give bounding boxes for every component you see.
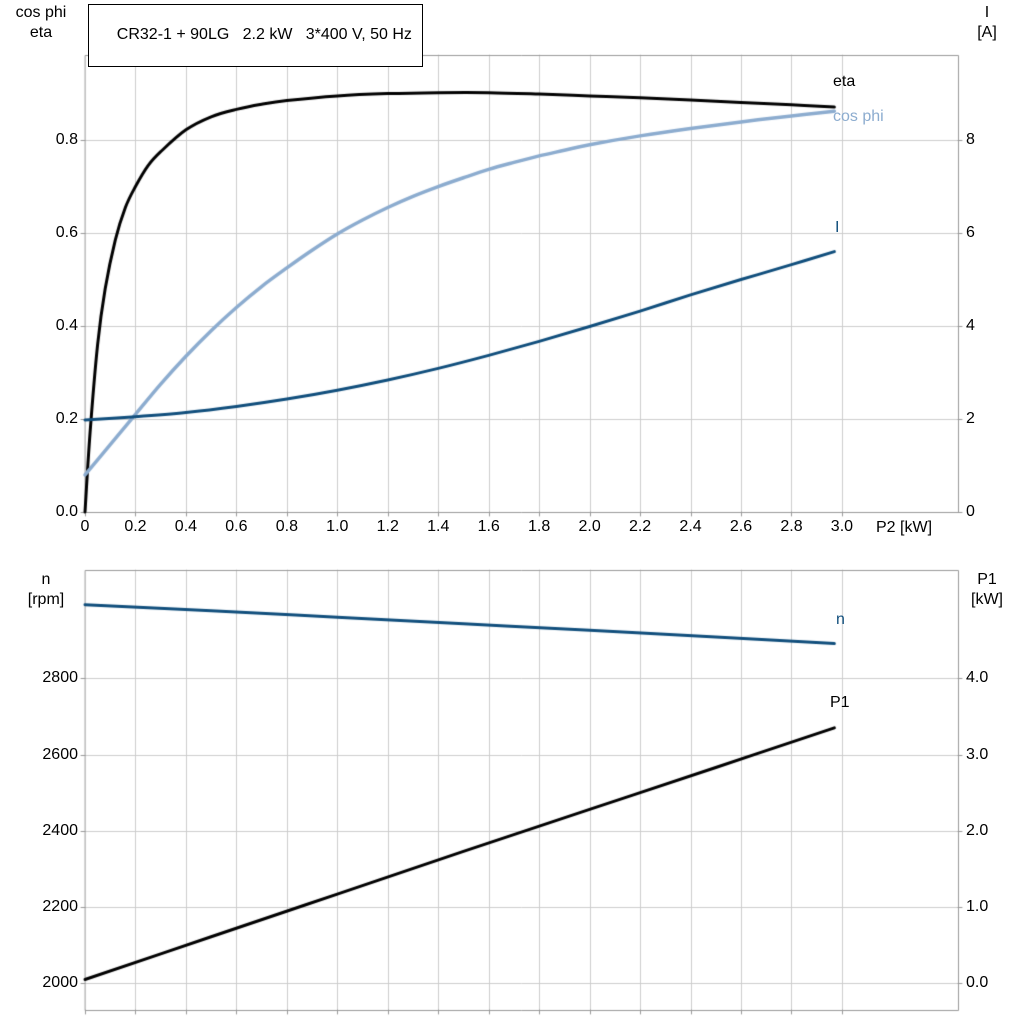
top-right-axis-title: I [A] [958, 3, 1016, 43]
right-tick-label: 6 [966, 224, 975, 242]
x-axis-title: P2 [kW] [876, 519, 933, 536]
x-tick-label: 1.0 [326, 518, 349, 535]
x-tick-label: 0.2 [124, 518, 147, 535]
bottom-left-axis-title: n [rpm] [12, 570, 80, 610]
top-right-axis-title-line2: [A] [977, 24, 997, 41]
bottom-right-axis-title-line2: [kW] [971, 591, 1003, 608]
left-tick-label: 0.2 [55, 410, 78, 428]
x-tick-label: 2.8 [780, 518, 803, 535]
current-curve-label: I [835, 219, 840, 236]
left-tick-label: 2600 [42, 745, 78, 763]
x-tick-label: 1.2 [376, 518, 399, 535]
right-tick-label: 2 [966, 410, 975, 428]
x-tick-label: 0 [80, 518, 90, 535]
left-tick-label: 0.0 [55, 503, 78, 520]
speed-curve-label: n [836, 611, 845, 628]
chart-title-box: CR32-1 + 90LG 2.2 kW 3*400 V, 50 Hz [88, 4, 423, 67]
left-tick-label: 2400 [42, 821, 78, 839]
left-tick-label: 2000 [42, 974, 78, 992]
x-tick-label: 1.8 [528, 518, 551, 535]
right-tick-label: 3.0 [966, 745, 989, 763]
x-tick-label: 2.2 [628, 518, 652, 535]
right-tick-label: 4 [966, 317, 975, 335]
x-tick-label: 3.0 [830, 518, 854, 535]
top-left-axis-title: cos phi eta [2, 3, 80, 43]
bottom-left-axis-title-line1: n [41, 571, 51, 588]
top-left-axis-title-line1: cos phi [15, 4, 67, 21]
x-tick-label: 1.4 [427, 518, 450, 535]
x-tick-label: 2.4 [679, 518, 702, 535]
x-tick-label: 0.6 [225, 518, 248, 535]
cos-phi-curve-label: cos phi [833, 108, 884, 125]
left-tick-label: 0.4 [55, 317, 78, 335]
left-tick-label: 2800 [42, 669, 78, 687]
bottom-left-axis-title-line2: [rpm] [27, 591, 65, 608]
top-right-axis-title-line1: I [984, 4, 990, 21]
right-tick-label: 0.0 [966, 974, 989, 992]
chart-title: CR32-1 + 90LG 2.2 kW 3*400 V, 50 Hz [116, 26, 412, 43]
left-tick-label: 0.6 [55, 224, 78, 242]
right-tick-label: 0 [966, 503, 975, 520]
left-tick-label: 2200 [42, 898, 78, 916]
left-tick-label: 0.8 [55, 131, 78, 149]
x-tick-label: 2.6 [729, 518, 753, 535]
p1-curve-label: P1 [830, 694, 850, 711]
right-tick-label: 1.0 [966, 898, 989, 916]
right-tick-label: 8 [966, 131, 975, 149]
x-tick-label: 0.8 [275, 518, 298, 535]
x-tick-label: 2.0 [578, 518, 601, 535]
eta-curve-label: eta [833, 73, 856, 90]
bottom-right-axis-title-line1: P1 [977, 571, 997, 588]
x-tick-label: 1.6 [477, 518, 500, 535]
right-tick-label: 4.0 [966, 669, 989, 687]
top-left-axis-title-line2: eta [29, 24, 53, 41]
x-tick-label: 0.4 [174, 518, 198, 535]
right-tick-label: 2.0 [966, 821, 989, 839]
bottom-right-axis-title: P1 [kW] [958, 570, 1016, 610]
